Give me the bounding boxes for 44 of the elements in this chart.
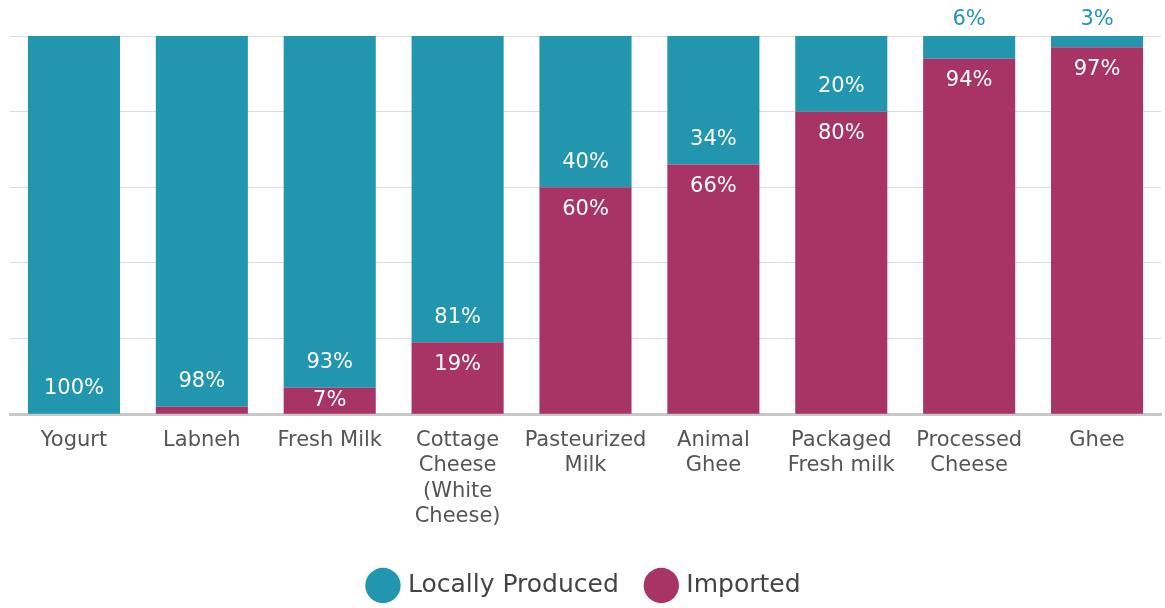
data-label: 66%: [690, 173, 737, 198]
bar: [1051, 47, 1144, 414]
data-label: 34%: [690, 126, 737, 151]
bar: [411, 342, 504, 414]
x-tick-label: Cottage Cheese (White Cheese): [414, 427, 501, 527]
data-label: 3%: [1080, 6, 1114, 31]
data-label: 6%: [952, 6, 986, 31]
bar: [283, 36, 376, 388]
bar: [667, 164, 760, 414]
data-label: 97%: [1073, 55, 1121, 80]
data-label: 93%: [306, 349, 354, 374]
x-tick-label: Animal Ghee: [677, 427, 750, 477]
x-tick-label: Ghee: [1069, 427, 1125, 452]
bar: [923, 36, 1016, 59]
bar: [27, 36, 120, 414]
x-tick-label: Packaged Fresh milk: [787, 427, 896, 477]
data-label: 20%: [817, 73, 865, 98]
x-tick-label: Yogurt: [39, 427, 108, 452]
bar: [923, 58, 1016, 414]
data-label: 100%: [43, 375, 104, 400]
x-tick-label: Processed Cheese: [916, 427, 1023, 477]
data-label: 40%: [562, 148, 609, 173]
bar: [411, 36, 504, 343]
bar: [795, 36, 888, 112]
x-tick-label: Pasteurized Milk: [524, 427, 647, 477]
legend-label: Imported: [686, 569, 801, 598]
x-tick-label: Labneh: [163, 427, 241, 452]
bar: [667, 36, 760, 165]
bar: [155, 36, 248, 407]
bar: [155, 406, 248, 414]
data-label: 98%: [178, 368, 226, 393]
bar: [1051, 36, 1144, 48]
bar: [539, 36, 632, 188]
data-label: 19%: [434, 350, 481, 375]
data-label: 7%: [313, 387, 347, 412]
bar: [539, 187, 632, 414]
data-label: 80%: [817, 120, 865, 145]
bar: [795, 111, 888, 414]
data-label: 94%: [945, 67, 993, 92]
bar: [283, 387, 376, 414]
x-tick-label: Fresh Milk: [277, 427, 383, 452]
legend-label: Locally Produced: [407, 569, 619, 598]
data-label: 81%: [434, 303, 481, 328]
data-label: 60%: [562, 195, 609, 220]
